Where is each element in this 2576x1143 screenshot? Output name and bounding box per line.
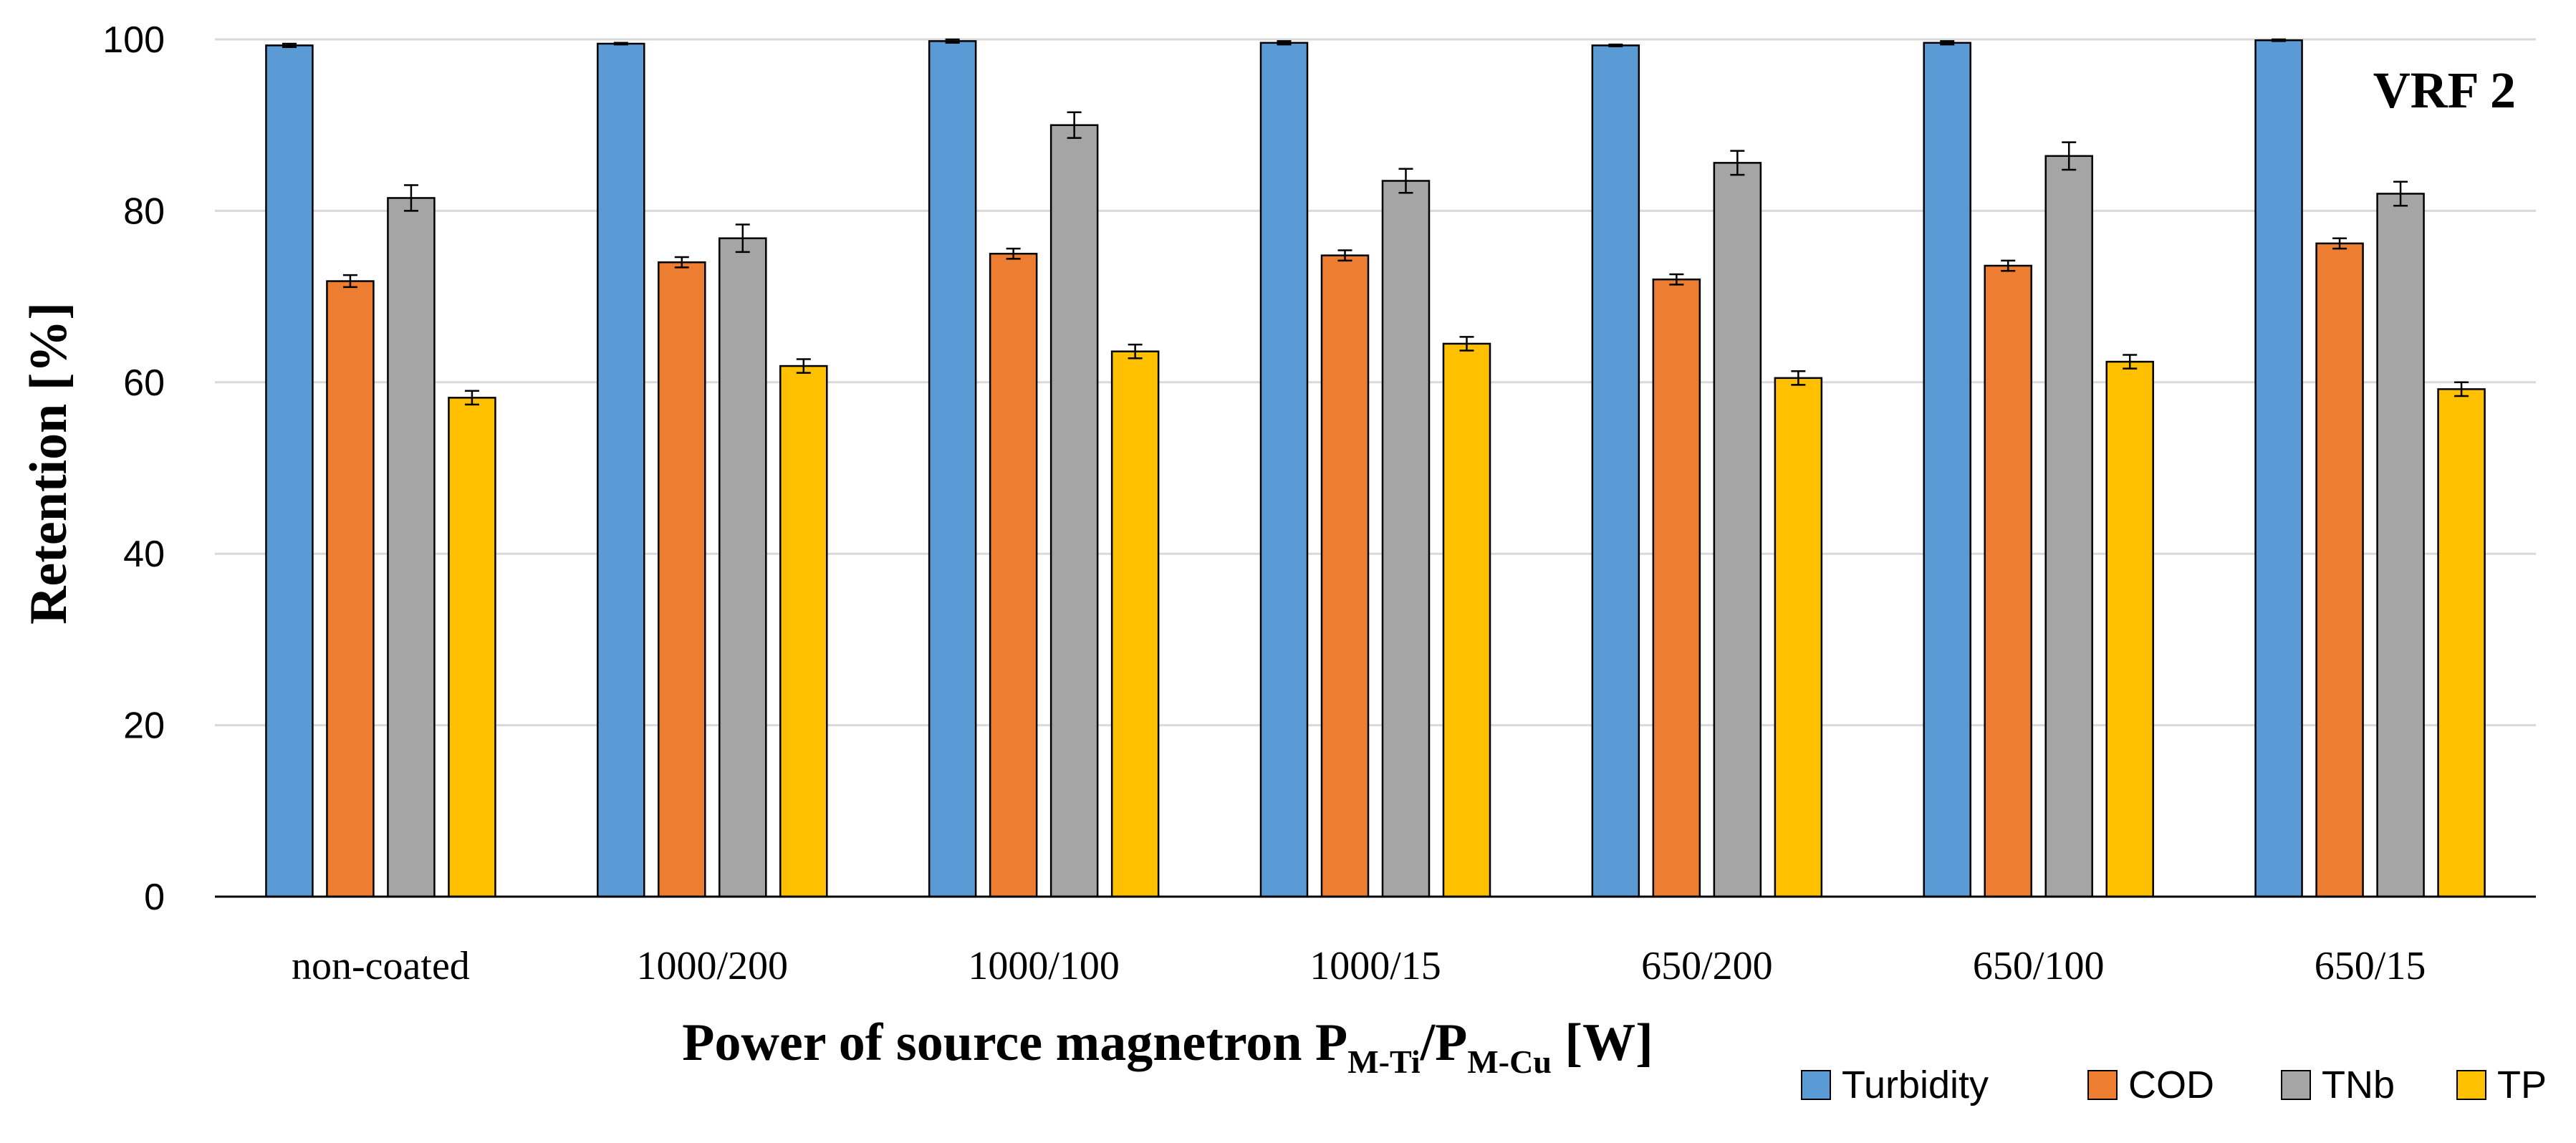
bar-turbidity bbox=[2254, 39, 2303, 898]
bar-turbidity bbox=[597, 42, 645, 898]
x-axis-label-sub2: M-Cu bbox=[1467, 1043, 1552, 1080]
error-bars bbox=[282, 38, 2469, 406]
legend-label-cod: COD bbox=[2128, 1064, 2214, 1106]
bar-cod bbox=[1984, 264, 2032, 898]
x-axis-label-sub1: M-Ti bbox=[1347, 1043, 1421, 1080]
bar-tnb bbox=[1381, 180, 1431, 898]
legend-swatch-cod bbox=[2087, 1070, 2118, 1100]
bar-cod bbox=[2315, 242, 2364, 898]
y-tick-label: 40 bbox=[123, 534, 165, 575]
x-category-label: 650/200 bbox=[1641, 944, 1773, 988]
x-category-labels: non-coated 1000/200 1000/100 1000/15 650/200… bbox=[292, 944, 2426, 988]
bar-turbidity bbox=[1259, 42, 1309, 898]
bar-tnb bbox=[2044, 155, 2093, 898]
bar-tnb bbox=[387, 197, 436, 898]
vrf-annotation: VRF 2 bbox=[2373, 62, 2516, 119]
bar-tnb bbox=[1713, 162, 1762, 898]
bar-tp bbox=[1110, 350, 1160, 898]
bar-cod bbox=[326, 280, 375, 898]
bar-cod bbox=[1652, 278, 1701, 898]
y-tick-label: 60 bbox=[123, 362, 165, 404]
bar-tp bbox=[1774, 377, 1823, 898]
gridlines bbox=[215, 38, 2536, 727]
legend: Turbidity COD TNb TP bbox=[1801, 1064, 2547, 1106]
x-category-label: 1000/100 bbox=[968, 944, 1120, 988]
y-tick-label: 100 bbox=[102, 19, 165, 61]
x-axis-label-mid: /P bbox=[1420, 1013, 1468, 1072]
bar-cod bbox=[658, 261, 706, 898]
y-tick-label: 80 bbox=[123, 190, 165, 232]
bar-turbidity bbox=[1591, 44, 1640, 898]
y-tick-label: 0 bbox=[144, 877, 165, 918]
y-tick-label: 20 bbox=[123, 705, 165, 747]
legend-label-turbidity: Turbidity bbox=[1842, 1064, 1989, 1106]
y-axis-label: Retention [%] bbox=[19, 302, 78, 624]
bar-tp bbox=[779, 365, 828, 898]
x-axis-label-main: Power of source magnetron P bbox=[682, 1013, 1347, 1072]
bar-cod bbox=[989, 253, 1038, 898]
legend-swatch-tp bbox=[2456, 1070, 2486, 1100]
bar-tp bbox=[448, 397, 496, 898]
legend-label-tnb: TNb bbox=[2322, 1064, 2395, 1106]
legend-label-tp: TP bbox=[2497, 1064, 2547, 1106]
y-tick-labels: 0 20 40 60 80 100 bbox=[102, 19, 165, 918]
bar-tnb bbox=[1049, 124, 1099, 898]
bar-tnb bbox=[719, 237, 767, 898]
bar-turbidity bbox=[265, 44, 314, 898]
legend-swatch-turbidity bbox=[1801, 1070, 1831, 1100]
x-category-label: 650/100 bbox=[1973, 944, 2105, 988]
x-category-label: 1000/15 bbox=[1309, 944, 1441, 988]
bar-turbidity bbox=[1923, 42, 1971, 898]
x-category-label: 650/15 bbox=[2315, 944, 2426, 988]
legend-swatch-tnb bbox=[2281, 1070, 2311, 1100]
x-category-label: non-coated bbox=[292, 944, 470, 988]
bar-tp bbox=[2105, 360, 2154, 898]
bar-cod bbox=[1320, 254, 1370, 898]
bar-tnb bbox=[2376, 193, 2425, 898]
bar-turbidity bbox=[928, 40, 977, 898]
bar-tp bbox=[1442, 342, 1491, 898]
x-axis-label: Power of source magnetron PM-Ti/PM-Cu [W… bbox=[682, 1013, 1653, 1080]
bars bbox=[265, 39, 2486, 898]
x-category-label: 1000/200 bbox=[637, 944, 789, 988]
x-axis-label-end: [W] bbox=[1552, 1013, 1653, 1072]
bar-tp bbox=[2437, 388, 2486, 898]
